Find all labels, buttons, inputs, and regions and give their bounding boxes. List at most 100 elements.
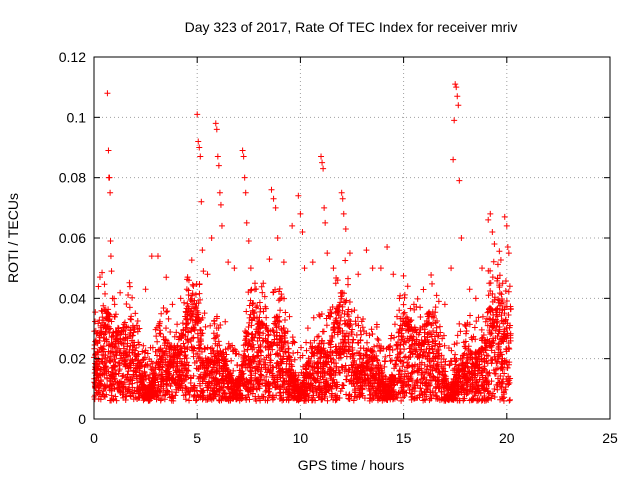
data-point <box>251 358 258 365</box>
data-point <box>317 313 324 320</box>
data-point <box>473 388 480 395</box>
data-point <box>119 391 126 398</box>
data-point <box>432 340 439 347</box>
data-point <box>343 376 350 383</box>
data-point <box>501 357 508 364</box>
data-point <box>106 383 113 390</box>
data-point <box>276 336 283 343</box>
data-point <box>101 371 108 378</box>
data-point <box>332 280 339 287</box>
data-point <box>107 238 114 245</box>
data-point <box>494 313 501 320</box>
data-point <box>438 359 445 366</box>
data-point <box>400 359 407 366</box>
data-point <box>494 277 501 284</box>
data-point <box>102 306 109 313</box>
data-point <box>384 380 391 387</box>
data-point <box>213 369 220 376</box>
data-point <box>397 390 404 397</box>
data-point <box>494 365 501 372</box>
data-point <box>194 111 201 118</box>
data-point <box>434 317 441 324</box>
data-point <box>195 365 202 372</box>
data-point <box>485 216 492 223</box>
data-point <box>370 387 377 394</box>
data-point <box>364 353 371 360</box>
x-tick-label: 25 <box>602 430 618 446</box>
data-point <box>433 366 440 373</box>
data-point <box>406 387 413 394</box>
data-point <box>401 393 408 400</box>
data-point <box>120 345 127 352</box>
data-point <box>157 345 164 352</box>
data-point <box>466 387 473 394</box>
data-point <box>432 304 439 311</box>
data-point <box>349 364 356 371</box>
data-point <box>352 318 359 325</box>
data-point <box>338 189 345 196</box>
data-point <box>361 370 368 377</box>
data-point <box>418 337 425 344</box>
data-point <box>212 382 219 389</box>
data-point <box>452 81 459 88</box>
data-point <box>343 330 350 337</box>
data-point <box>454 332 461 339</box>
data-point <box>204 367 211 374</box>
data-point <box>366 380 373 387</box>
data-point <box>246 362 253 369</box>
data-point <box>103 338 110 345</box>
data-point <box>215 325 222 332</box>
data-point <box>329 304 336 311</box>
data-point <box>120 335 127 342</box>
data-point <box>129 356 136 363</box>
data-point <box>316 393 323 400</box>
data-point <box>225 340 232 347</box>
data-point <box>441 301 448 308</box>
data-point <box>359 359 366 366</box>
data-point <box>188 257 195 264</box>
data-point <box>231 265 238 272</box>
data-point <box>498 312 505 319</box>
data-point <box>246 367 253 374</box>
data-point <box>233 396 240 403</box>
data-point <box>300 387 307 394</box>
data-point <box>336 346 343 353</box>
data-point <box>175 374 182 381</box>
data-point <box>181 343 188 350</box>
data-point <box>156 330 163 337</box>
data-point <box>386 343 393 350</box>
data-point <box>499 296 506 303</box>
data-point <box>165 315 172 322</box>
data-point <box>164 387 171 394</box>
data-point <box>503 346 510 353</box>
data-point <box>396 367 403 374</box>
data-point <box>227 370 234 377</box>
data-point <box>202 355 209 362</box>
data-points <box>91 81 514 404</box>
data-point <box>258 283 265 290</box>
data-point <box>196 344 203 351</box>
data-point <box>217 321 224 328</box>
data-point <box>428 395 435 402</box>
data-point <box>277 336 284 343</box>
data-point <box>309 350 316 357</box>
data-point <box>168 397 175 404</box>
data-point <box>197 341 204 348</box>
data-point <box>211 320 218 327</box>
data-point <box>196 144 203 151</box>
x-tick-labels: 0 5 10 15 20 25 <box>90 430 618 446</box>
data-point <box>486 369 493 376</box>
data-point <box>343 366 350 373</box>
data-point <box>263 325 270 332</box>
data-point <box>127 333 134 340</box>
data-point <box>404 363 411 370</box>
data-point <box>304 325 311 332</box>
data-point <box>314 347 321 354</box>
data-point <box>485 390 492 397</box>
data-point <box>300 363 307 370</box>
data-point <box>248 374 255 381</box>
data-point <box>284 394 291 401</box>
data-point <box>132 347 139 354</box>
data-point <box>491 241 498 248</box>
data-point <box>327 371 334 378</box>
